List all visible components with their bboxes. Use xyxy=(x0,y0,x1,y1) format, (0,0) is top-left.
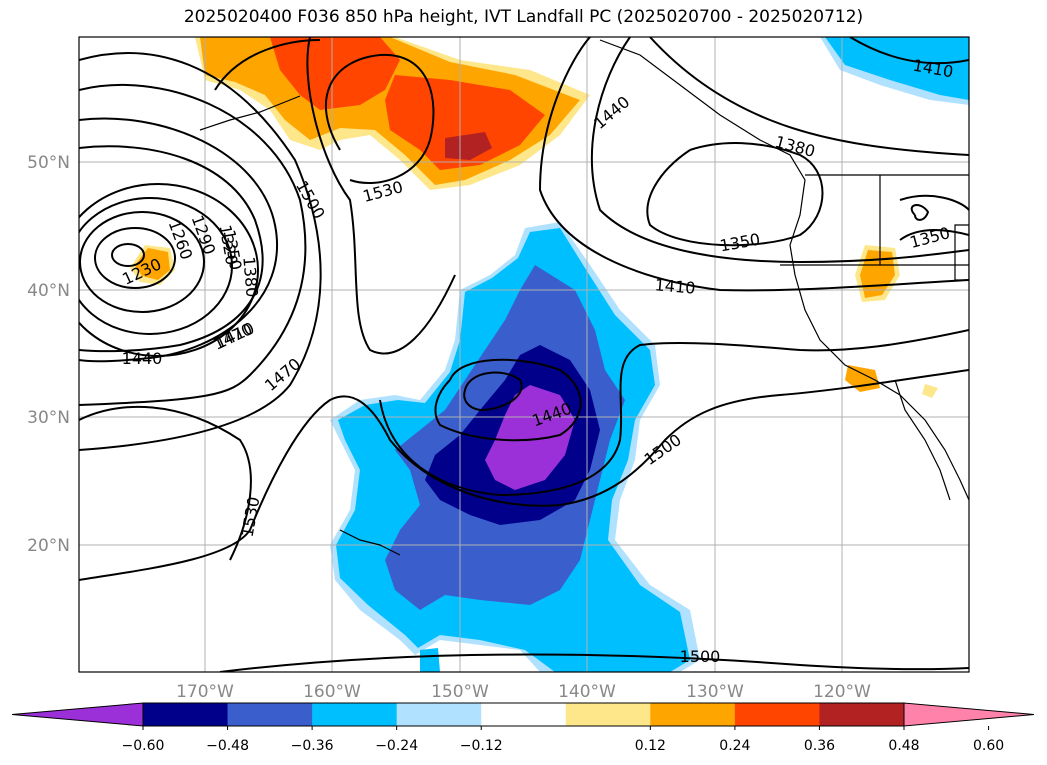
colorbar-tick-label: 0.48 xyxy=(888,738,919,754)
latitude-label: 40°N xyxy=(27,281,70,301)
colorbar-min-extension xyxy=(11,702,144,727)
longitude-labels: 170°W 160°W 150°W 140°W 130°W 120°W xyxy=(176,682,871,702)
coastlines xyxy=(199,39,969,556)
colorbar-tick-label: 0.60 xyxy=(973,738,1004,754)
map-title: 2025020400 F036 850 hPa height, IVT Land… xyxy=(183,7,864,27)
longitude-label: 120°W xyxy=(813,682,871,702)
latitude-label: 30°N xyxy=(27,408,70,428)
colorbar-tick-label: 0.24 xyxy=(719,738,750,754)
contour-label: 1410 xyxy=(654,275,696,297)
colorbar-segment xyxy=(650,703,736,726)
contour-label: 1380 xyxy=(239,256,261,298)
colorbar-tick-label: −0.36 xyxy=(291,738,334,754)
colorbar-frame xyxy=(142,702,905,727)
colorbar-segment xyxy=(227,703,313,726)
latitude-label: 20°N xyxy=(27,536,70,556)
positive-ivt-shading xyxy=(130,37,969,398)
colorbar-segment xyxy=(734,703,820,726)
map-area xyxy=(79,37,969,672)
colorbar-tick-label: 0.36 xyxy=(804,738,835,754)
colorbar: −0.60 −0.48 −0.36 −0.24 −0.12 0.12 0.24 0.36 0.4… xyxy=(11,702,1035,754)
colorbar-segment xyxy=(481,703,567,726)
longitude-label: 160°W xyxy=(303,682,361,702)
colorbar-segment xyxy=(143,703,229,726)
map-frame xyxy=(78,36,970,673)
colorbar-segment xyxy=(396,703,482,726)
height-contours xyxy=(79,37,969,672)
longitude-label: 140°W xyxy=(558,682,616,702)
contour-label: 1500 xyxy=(680,647,721,666)
colorbar-max-extension xyxy=(903,702,1035,727)
contour-label: 1440 xyxy=(122,349,163,368)
negative-ivt-shading xyxy=(330,222,700,672)
colorbar-segment xyxy=(565,703,651,726)
colorbar-segment xyxy=(819,703,905,726)
colorbar-tick-label: −0.24 xyxy=(375,738,418,754)
longitude-label: 150°W xyxy=(431,682,489,702)
colorbar-tick-label: −0.12 xyxy=(460,738,503,754)
colorbar-tick-label: −0.60 xyxy=(122,738,165,754)
longitude-label: 130°W xyxy=(686,682,744,702)
colorbar-tick-label: 0.12 xyxy=(635,738,666,754)
longitude-label: 170°W xyxy=(176,682,234,702)
colorbar-tick-label: −0.48 xyxy=(206,738,249,754)
latitude-labels: 50°N 40°N 30°N 20°N xyxy=(27,153,70,556)
latitude-label: 50°N xyxy=(27,153,70,173)
colorbar-segment xyxy=(312,703,398,726)
